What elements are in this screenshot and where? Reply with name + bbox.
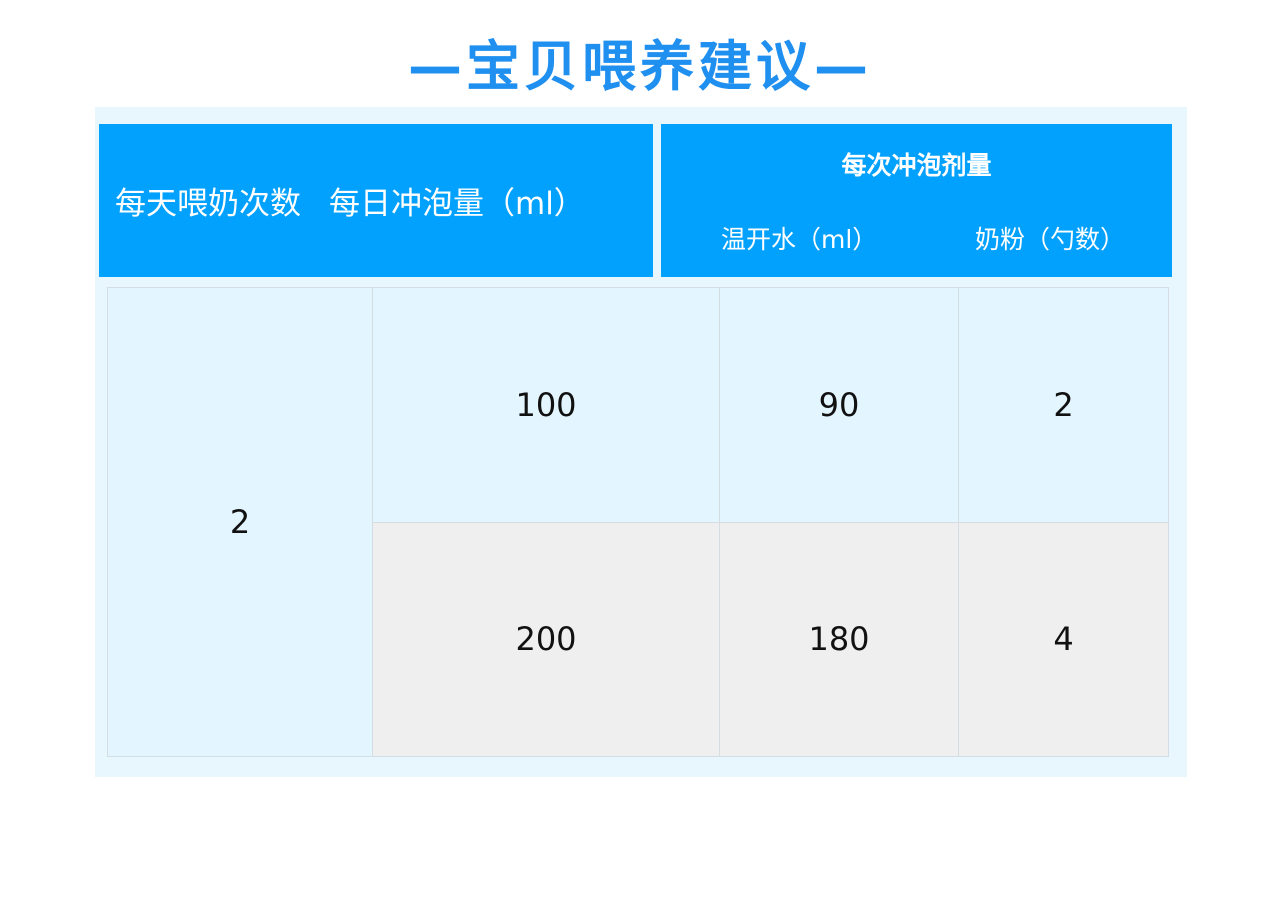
header-per-feeding: 每次冲泡剂量 bbox=[841, 151, 992, 180]
powder-cell: 2 bbox=[958, 287, 1169, 523]
water-cell: 90 bbox=[719, 287, 959, 523]
water-cell: 180 bbox=[719, 521, 959, 757]
powder-cell: 4 bbox=[958, 521, 1169, 757]
volume-cell: 200 bbox=[372, 521, 720, 757]
header-daily-volume: 每日冲泡量（ml） bbox=[329, 186, 585, 222]
volume-cell: 100 bbox=[372, 287, 720, 523]
header-powder: 奶粉（勺数） bbox=[975, 225, 1126, 254]
table-row: 2 100 90 2 bbox=[107, 287, 1169, 757]
feeding-table: 2 100 90 2 200 180 4 bbox=[107, 287, 1169, 757]
table-row: 200 180 4 bbox=[108, 521, 1169, 757]
feedings-cell: 2 bbox=[107, 287, 373, 757]
page-title: —宝贝喂养建议— bbox=[408, 35, 872, 98]
header-left: 每天喂奶次数 每日冲泡量（ml） bbox=[99, 124, 653, 277]
header-water: 温开水（ml） bbox=[721, 225, 878, 254]
header-right: 每次冲泡剂量 温开水（ml） 奶粉（勺数） bbox=[661, 124, 1172, 277]
header-feedings-per-day: 每天喂奶次数 bbox=[115, 186, 301, 222]
